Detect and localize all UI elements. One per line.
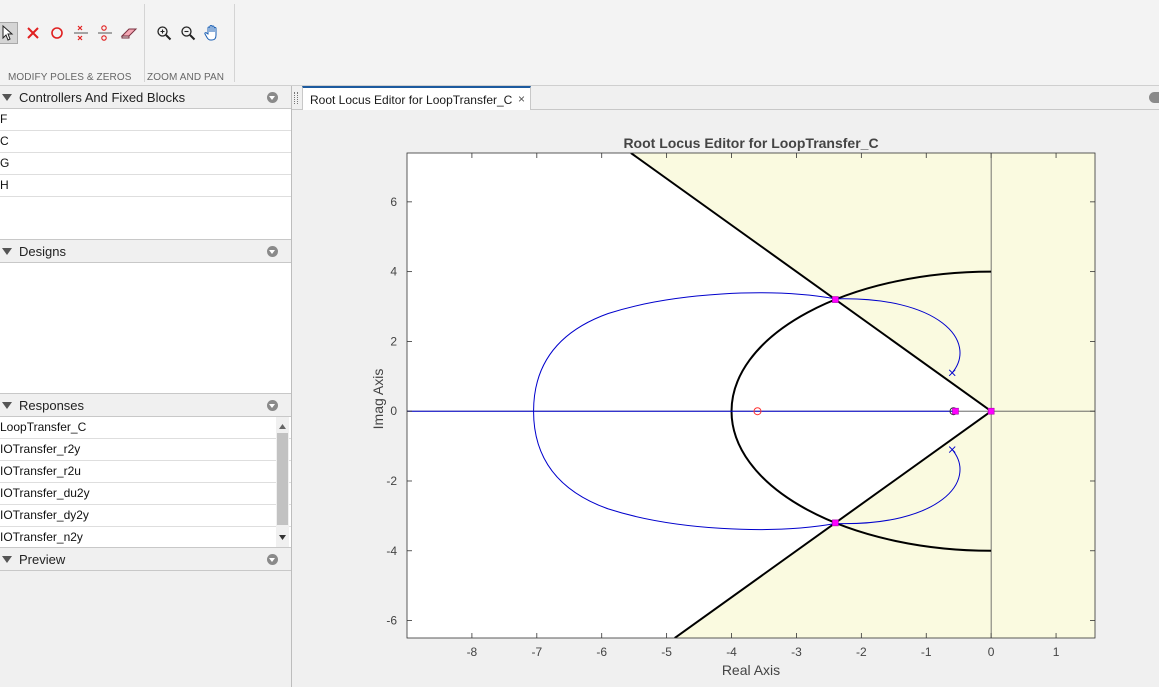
list-item[interactable]: IOTransfer_du2y bbox=[0, 483, 291, 505]
root-locus-figure: Root Locus Editor for LoopTransfer_C -8-… bbox=[292, 111, 1159, 687]
closed-loop-pole-marker bbox=[832, 519, 839, 527]
collapse-triangle-icon[interactable] bbox=[2, 248, 12, 255]
constraint-region bbox=[630, 153, 1095, 638]
panel-menu-icon[interactable] bbox=[267, 554, 278, 565]
x-tick-label: 1 bbox=[1053, 645, 1060, 659]
y-tick-label: -4 bbox=[386, 544, 397, 558]
document-area: Root Locus Editor for LoopTransfer_C × R… bbox=[292, 86, 1159, 687]
close-icon[interactable]: × bbox=[517, 92, 525, 106]
x-tick-label: 0 bbox=[988, 645, 995, 659]
y-tick-label: 6 bbox=[390, 195, 397, 209]
open-loop-pole-marker bbox=[948, 446, 956, 453]
x-tick-label: -1 bbox=[921, 645, 932, 659]
x-tick-label: -3 bbox=[791, 645, 802, 659]
responses-panel-title: Responses bbox=[19, 398, 85, 413]
x-tick-label: -7 bbox=[531, 645, 542, 659]
pan-hand-icon[interactable] bbox=[201, 22, 223, 44]
list-item[interactable]: LoopTransfer_C bbox=[0, 417, 291, 439]
collapse-triangle-icon[interactable] bbox=[2, 556, 12, 563]
collapse-triangle-icon[interactable] bbox=[2, 402, 12, 409]
preview-panel-header[interactable]: Preview bbox=[0, 548, 291, 571]
list-item[interactable]: IOTransfer_n2y bbox=[0, 527, 291, 547]
list-item[interactable]: H bbox=[0, 175, 291, 197]
y-tick-label: -6 bbox=[386, 614, 397, 628]
add-complex-zero-icon[interactable] bbox=[94, 22, 116, 44]
document-menu-icon[interactable] bbox=[1149, 92, 1159, 103]
x-tick-label: -2 bbox=[856, 645, 867, 659]
designs-panel-title: Designs bbox=[19, 244, 66, 259]
list-item[interactable]: IOTransfer_dy2y bbox=[0, 505, 291, 527]
zoom-section-label: ZOOM AND PAN bbox=[147, 72, 225, 83]
list-item[interactable]: IOTransfer_r2y bbox=[0, 439, 291, 461]
closed-loop-pole-marker bbox=[832, 296, 839, 303]
controllers-list: F C G H bbox=[0, 109, 291, 240]
damping-constraint-upper bbox=[630, 153, 992, 413]
closed-loop-pole-marker bbox=[987, 407, 995, 415]
locus-upper-branch bbox=[533, 292, 961, 412]
plot-frame bbox=[406, 152, 1096, 639]
preview-area bbox=[0, 571, 291, 687]
y-tick-label: 4 bbox=[390, 265, 397, 279]
modify-section-label: MODIFY POLES & ZEROS bbox=[8, 72, 132, 83]
locus-lower-branch bbox=[533, 411, 961, 530]
tab-bar: Root Locus Editor for LoopTransfer_C × bbox=[292, 86, 1159, 110]
open-loop-pole-marker bbox=[948, 369, 956, 377]
drag-grip-icon[interactable] bbox=[294, 92, 298, 104]
zoom-out-icon[interactable] bbox=[177, 22, 199, 44]
preview-panel-title: Preview bbox=[19, 552, 66, 567]
collapse-triangle-icon[interactable] bbox=[2, 94, 12, 101]
zoom-in-icon[interactable] bbox=[153, 22, 175, 44]
panel-menu-icon[interactable] bbox=[267, 400, 278, 411]
panel-menu-icon[interactable] bbox=[267, 246, 278, 257]
responses-list: LoopTransfer_C IOTransfer_r2y IOTransfer… bbox=[0, 417, 291, 548]
plot-clip-group bbox=[407, 153, 1095, 638]
x-tick-label: -4 bbox=[726, 645, 737, 659]
open-loop-zero-marker bbox=[753, 407, 762, 416]
responses-panel-header[interactable]: Responses bbox=[0, 394, 291, 417]
designs-panel-header[interactable]: Designs bbox=[0, 240, 291, 263]
list-item[interactable]: G bbox=[0, 153, 291, 175]
tab-root-locus-editor[interactable]: Root Locus Editor for LoopTransfer_C × bbox=[302, 86, 531, 110]
modify-poles-zeros-section: MODIFY POLES & ZEROS bbox=[0, 0, 145, 86]
x-axis-label: Real Axis bbox=[722, 662, 780, 678]
toolstrip: MODIFY POLES & ZEROS ZOOM AND PAN bbox=[0, 0, 1159, 86]
list-item[interactable]: C bbox=[0, 131, 291, 153]
vertical-scrollbar[interactable] bbox=[276, 417, 289, 547]
data-browser: Controllers And Fixed Blocks F C G H Des… bbox=[0, 86, 292, 687]
list-item[interactable]: IOTransfer_r2u bbox=[0, 461, 291, 483]
add-complex-pole-icon[interactable] bbox=[70, 22, 92, 44]
y-tick-label: -2 bbox=[386, 474, 397, 488]
x-tick-label: -8 bbox=[467, 645, 478, 659]
y-tick-label: 2 bbox=[390, 334, 397, 348]
designs-list bbox=[0, 263, 291, 394]
zoom-pan-section: ZOOM AND PAN bbox=[145, 0, 235, 86]
add-zero-icon[interactable] bbox=[46, 22, 68, 44]
chart-title: Root Locus Editor for LoopTransfer_C bbox=[623, 135, 878, 151]
list-item[interactable]: F bbox=[0, 109, 291, 131]
plot-axes: -8 -7 -6 -5 -4 -3 -2 -1 0 1 -6 -4 -2 0 2 4 6 bbox=[386, 152, 1096, 659]
x-tick-label: -5 bbox=[661, 645, 672, 659]
x-tick-label: -6 bbox=[596, 645, 607, 659]
controllers-panel-header[interactable]: Controllers And Fixed Blocks bbox=[0, 86, 291, 109]
y-tick-label: 0 bbox=[390, 404, 397, 418]
select-arrow-icon[interactable] bbox=[0, 22, 18, 44]
controllers-panel-title: Controllers And Fixed Blocks bbox=[19, 90, 186, 105]
delete-pole-icon[interactable] bbox=[22, 22, 44, 44]
y-axis-label: Imag Axis bbox=[370, 369, 386, 430]
tab-label: Root Locus Editor for LoopTransfer_C bbox=[310, 93, 513, 107]
closed-loop-pole-marker bbox=[952, 407, 959, 415]
panel-menu-icon[interactable] bbox=[267, 92, 278, 103]
eraser-icon[interactable] bbox=[118, 22, 140, 44]
root-locus-plot[interactable]: Root Locus Editor for LoopTransfer_C -8-… bbox=[292, 111, 1159, 687]
